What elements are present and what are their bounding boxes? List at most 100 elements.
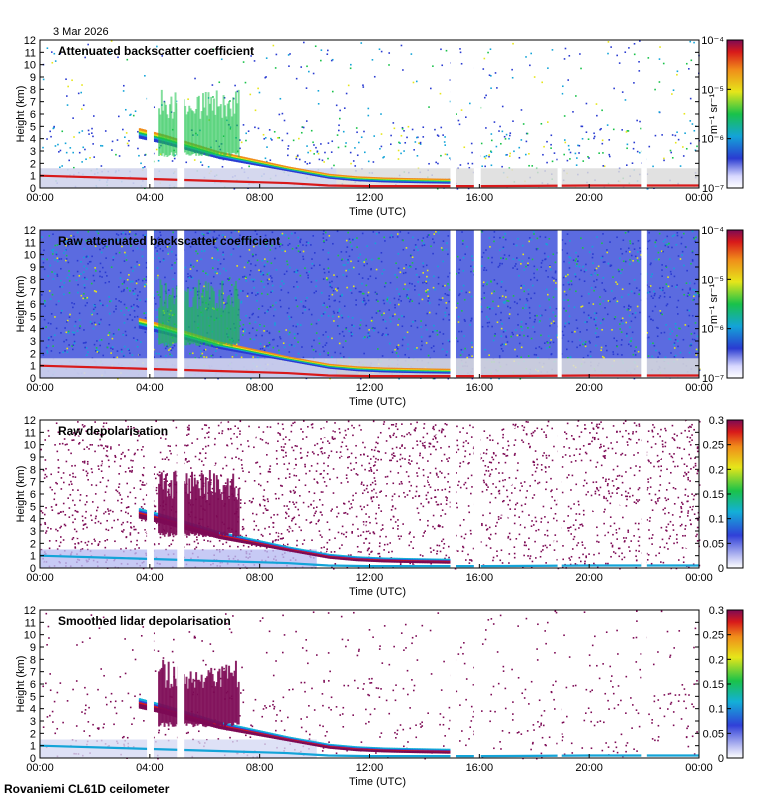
colorbar (726, 39, 744, 189)
x-tick-label: 00:00 (26, 192, 54, 204)
x-tick-label: 08:00 (246, 382, 274, 394)
data-gap (557, 420, 562, 568)
x-tick-label: 12:00 (356, 192, 384, 204)
panel-title: Raw depolarisation (58, 424, 168, 438)
y-tick-label: 6 (30, 489, 36, 501)
x-tick-label: 20:00 (575, 382, 603, 394)
y-tick-label: 0 (30, 753, 36, 765)
x-axis-label: Time (UTC) (349, 586, 406, 598)
data-gap (177, 610, 185, 758)
y-tick-label: 10 (24, 440, 36, 452)
panel-3: Raw depolarisation0123456789101112Height… (15, 415, 744, 598)
x-tick-label: 04:00 (136, 192, 164, 204)
colorbar-tick-label: 0.25 (703, 630, 724, 642)
y-tick-label: 11 (25, 237, 36, 249)
x-tick-label: 00:00 (26, 572, 54, 584)
x-tick-label: 08:00 (246, 762, 274, 774)
y-tick-label: 12 (24, 35, 36, 47)
data-gap (473, 610, 481, 758)
cloud-band (138, 470, 451, 564)
panel-1: Attenuated backscatter coefficient012345… (15, 35, 744, 218)
colorbar-tick-label: 10⁻⁷ (702, 183, 724, 195)
data-gap (557, 610, 562, 758)
x-tick-label: 12:00 (356, 762, 384, 774)
y-tick-label: 1 (30, 741, 36, 753)
y-tick-label: 9 (30, 642, 36, 654)
y-tick-label: 2 (30, 728, 36, 740)
data-gap (473, 40, 481, 188)
y-tick-label: 12 (24, 605, 36, 617)
y-tick-label: 3 (30, 146, 36, 158)
colorbar-unit: m⁻¹ sr⁻¹ (708, 284, 720, 325)
x-tick-label: 00:00 (685, 382, 713, 394)
y-tick-label: 3 (30, 526, 36, 538)
x-tick-label: 08:00 (246, 192, 274, 204)
data-gap (177, 420, 185, 568)
y-tick-label: 0 (30, 183, 36, 195)
data-gap (557, 40, 562, 188)
panel-title: Raw attenuated backscatter coefficient (58, 234, 280, 248)
data-gap (473, 230, 481, 378)
y-tick-label: 10 (24, 250, 36, 262)
panel-title: Smoothed lidar depolarisation (58, 614, 231, 628)
panel-4: Smoothed lidar depolarisation01234567891… (15, 605, 744, 788)
x-tick-label: 00:00 (685, 192, 713, 204)
y-axis-label: Height (km) (15, 466, 27, 523)
y-tick-label: 5 (30, 121, 36, 133)
y-tick-label: 7 (30, 97, 36, 109)
colorbar-tick-label: 10⁻⁶ (701, 134, 724, 146)
x-tick-label: 04:00 (136, 762, 164, 774)
y-tick-label: 9 (30, 262, 36, 274)
data-gap (147, 40, 154, 188)
colorbar-tick-label: 0.2 (709, 464, 724, 476)
y-tick-label: 2 (30, 348, 36, 360)
x-tick-label: 04:00 (136, 572, 164, 584)
y-tick-label: 7 (30, 667, 36, 679)
data-gap (177, 230, 185, 378)
colorbar-tick-label: 0.2 (709, 654, 724, 666)
data-gap (641, 230, 647, 378)
y-tick-label: 3 (30, 716, 36, 728)
y-tick-label: 8 (30, 654, 36, 666)
y-tick-label: 6 (30, 109, 36, 121)
y-tick-label: 9 (30, 72, 36, 84)
data-gap (177, 40, 185, 188)
x-tick-label: 00:00 (26, 382, 54, 394)
y-tick-label: 12 (24, 415, 36, 427)
y-tick-label: 0 (30, 373, 36, 385)
data-gap (450, 610, 456, 758)
panels: Attenuated backscatter coefficient012345… (15, 35, 744, 788)
plot-background (40, 40, 699, 188)
data-gap (147, 230, 154, 378)
x-tick-label: 12:00 (356, 572, 384, 584)
x-tick-label: 00:00 (685, 572, 713, 584)
colorbar-tick-label: 10⁻⁴ (701, 225, 724, 237)
colorbar (726, 229, 744, 379)
data-gap (641, 610, 647, 758)
colorbar-tick-label: 0 (718, 563, 724, 575)
y-tick-label: 5 (30, 311, 36, 323)
x-tick-label: 16:00 (466, 192, 494, 204)
x-tick-label: 04:00 (136, 382, 164, 394)
x-tick-label: 08:00 (246, 572, 274, 584)
y-tick-label: 4 (30, 514, 36, 526)
y-tick-label: 9 (30, 452, 36, 464)
cloud-band (138, 89, 451, 184)
y-tick-label: 10 (24, 60, 36, 72)
y-tick-label: 2 (30, 538, 36, 550)
y-tick-label: 8 (30, 84, 36, 96)
panel-title: Attenuated backscatter coefficient (58, 44, 254, 58)
y-tick-label: 0 (30, 563, 36, 575)
colorbar-tick-label: 0.15 (703, 679, 724, 691)
y-tick-label: 11 (25, 47, 36, 59)
data-gap (147, 420, 154, 568)
y-axis-label: Height (km) (15, 656, 27, 713)
y-tick-label: 10 (24, 630, 36, 642)
x-axis-label: Time (UTC) (349, 206, 406, 218)
colorbar-tick-label: 0.1 (709, 704, 724, 716)
y-tick-label: 5 (30, 691, 36, 703)
y-tick-label: 2 (30, 158, 36, 170)
x-tick-label: 20:00 (575, 762, 603, 774)
data-gap (450, 40, 456, 188)
